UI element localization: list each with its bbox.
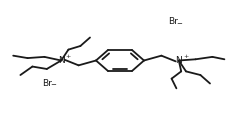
Text: N: N: [58, 56, 65, 65]
Text: +: +: [65, 54, 71, 59]
Text: −: −: [50, 82, 56, 88]
Text: −: −: [176, 21, 182, 27]
Text: Br: Br: [42, 79, 52, 88]
Text: Br: Br: [168, 17, 178, 26]
Text: N: N: [175, 56, 182, 65]
Text: +: +: [183, 54, 188, 59]
